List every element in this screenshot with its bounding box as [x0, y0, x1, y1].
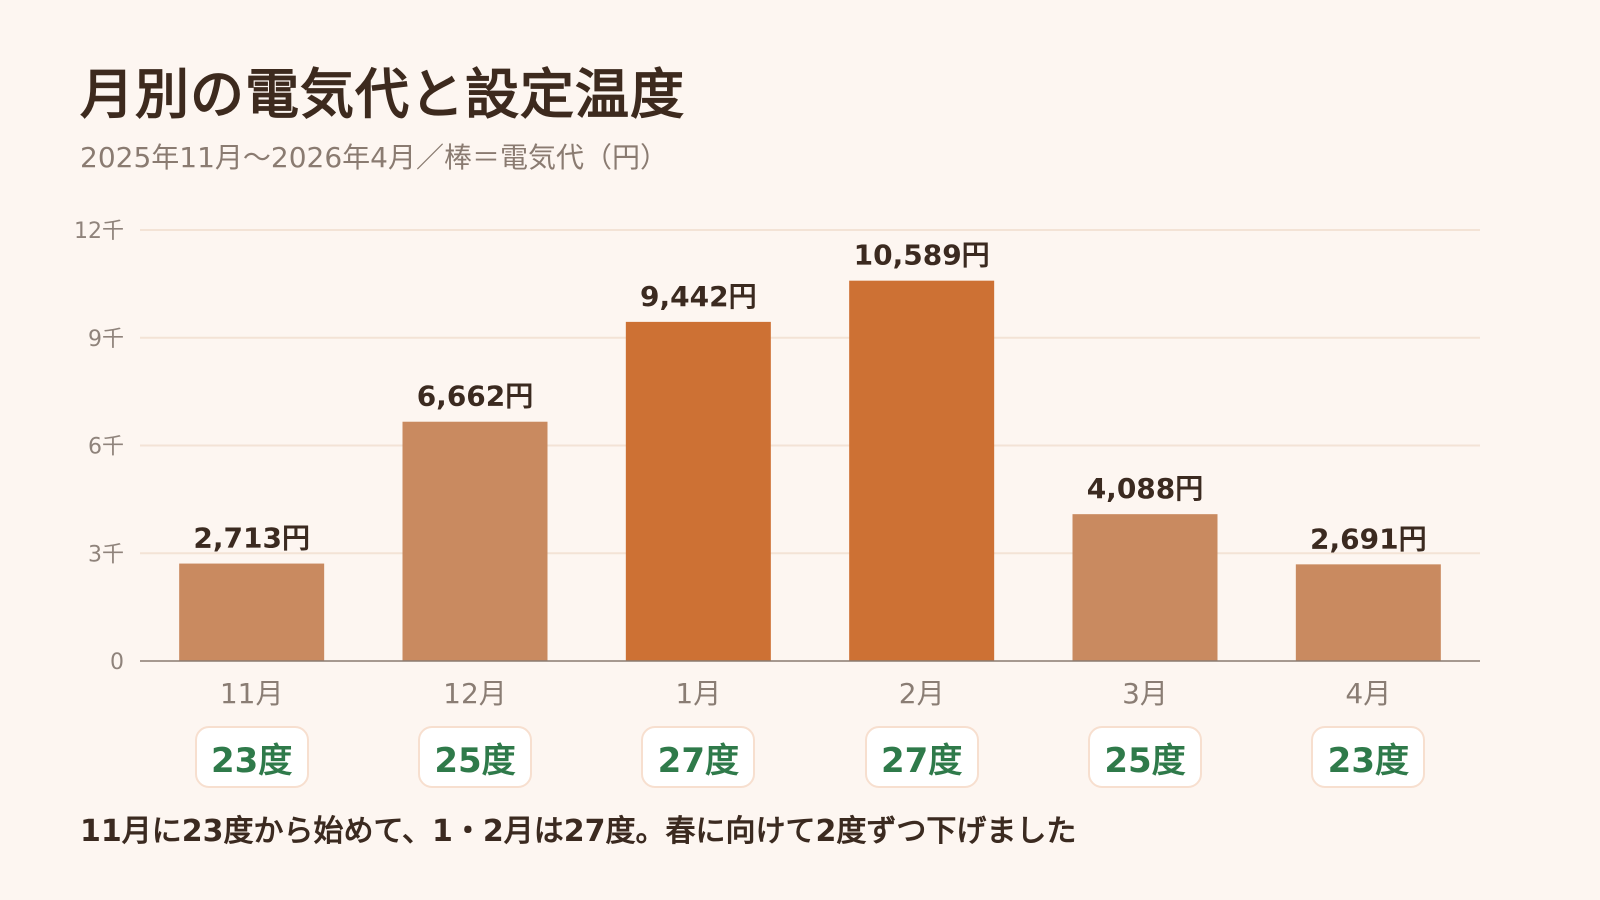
x-category-label: 2月 [899, 677, 945, 710]
bar [179, 563, 325, 661]
y-tick-label: 12千 [74, 219, 124, 244]
bar-value-label: 9,442円 [640, 280, 757, 313]
x-category-label: 12月 [443, 677, 507, 710]
bar-value-label: 10,589円 [854, 239, 990, 272]
bar-value-label: 2,713円 [193, 522, 310, 555]
chart-subtitle: 2025年11月〜2026年4月／棒＝電気代（円） [80, 141, 668, 174]
bar [849, 280, 995, 661]
chart-title: 月別の電気代と設定温度 [80, 63, 685, 126]
x-category-label: 1月 [675, 677, 721, 710]
bar [402, 421, 548, 661]
x-category-label: 3月 [1122, 677, 1168, 710]
x-category-label: 4月 [1345, 677, 1391, 710]
bar [625, 321, 771, 661]
bar-value-label: 6,662円 [417, 380, 534, 413]
y-tick-label: 9千 [88, 327, 124, 352]
bar [1295, 564, 1441, 661]
y-tick-label: 3千 [88, 542, 124, 567]
bar-value-label: 4,088円 [1087, 472, 1204, 505]
chart-note: 11月に23度から始めて、1・2月は27度。春に向けて2度ずつ下げました [80, 814, 1077, 849]
y-tick-label: 6千 [88, 435, 124, 460]
bar-value-label: 2,691円 [1310, 522, 1427, 555]
x-category-label: 11月 [220, 677, 284, 710]
bar [1072, 514, 1218, 661]
y-tick-label: 0 [110, 650, 124, 675]
